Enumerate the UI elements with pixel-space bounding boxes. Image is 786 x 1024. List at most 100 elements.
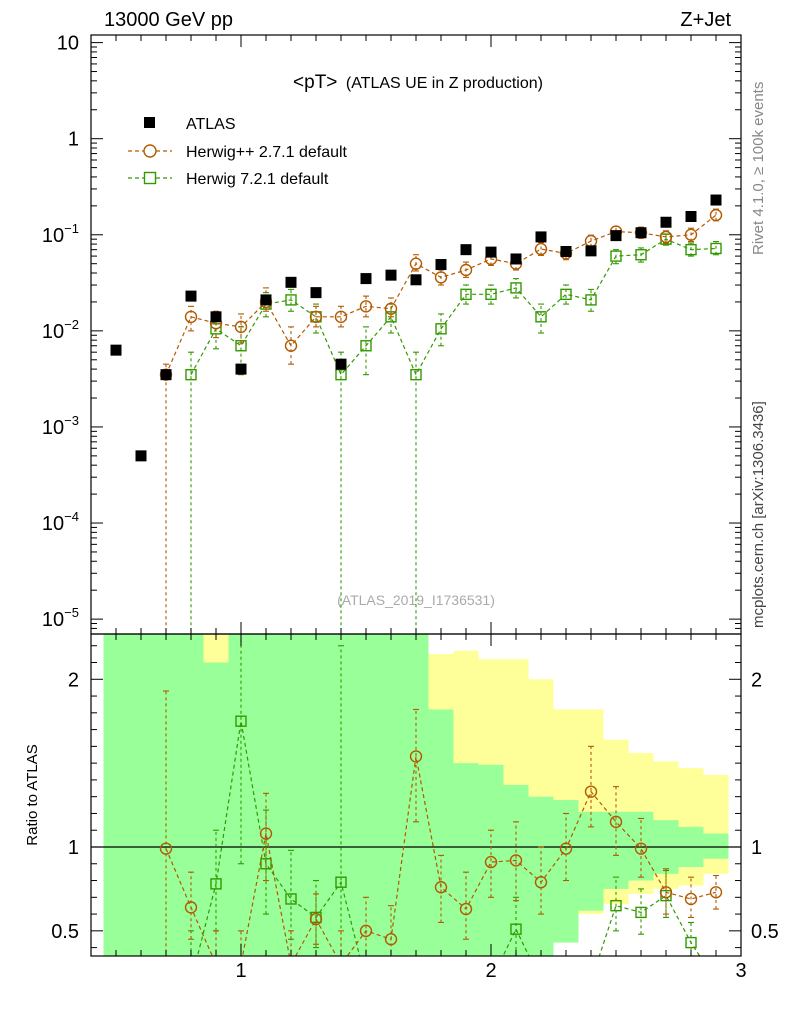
main-point-herwig7 — [185, 368, 197, 381]
ratio-ylabel: Ratio to ATLAS — [24, 744, 41, 845]
ratio-line-herwigpp — [165, 756, 717, 956]
main-point-atlas — [560, 245, 572, 257]
band-green — [128, 634, 154, 956]
y-tick-label-ratio-right: 0.5 — [751, 921, 779, 943]
main-point-atlas — [535, 231, 547, 243]
main-point-atlas — [185, 290, 197, 302]
ratio-point-herwig7 — [711, 976, 721, 986]
y-tick-label-ratio: 1 — [68, 837, 79, 859]
y-tick-label-main: 10−3 — [42, 413, 79, 439]
main-point-herwig7 — [510, 282, 522, 294]
ratio-point-herwig7 — [260, 858, 272, 870]
y-tick-label-ratio: 2 — [68, 669, 79, 691]
ratio-point-herwigpp — [609, 815, 623, 829]
ratio-point-herwig7 — [361, 976, 371, 986]
main-point-herwig7 — [710, 242, 722, 255]
main-point-herwig7 — [535, 311, 547, 323]
main-point-herwigpp — [184, 310, 198, 324]
main-point-herwig7 — [410, 368, 422, 381]
y-tick-label-main: 10−4 — [42, 509, 79, 535]
ratio-point-herwigpp — [384, 933, 398, 946]
main-point-atlas — [385, 269, 397, 281]
legend-marker-herwig7 — [143, 171, 157, 185]
ratio-bands — [103, 634, 729, 956]
main-point-atlas — [160, 369, 172, 381]
ratio-point-herwigpp — [459, 902, 473, 916]
main-point-herwig7 — [435, 323, 447, 335]
y-tick-label-ratio-right: 2 — [751, 669, 762, 691]
main-point-herwigpp — [334, 310, 348, 324]
band-green — [278, 634, 304, 956]
main-point-atlas — [510, 253, 522, 265]
main-point-atlas — [685, 210, 697, 222]
legend-label-herwigpp: Herwig++ 2.7.1 default — [186, 144, 348, 161]
axes: 10−5 10−4 10−3 10−2 10−1 1 10 0.5 0.5 1 1 2 2 1 2 3 — [42, 33, 779, 982]
main-point-atlas — [135, 450, 147, 462]
ratio-point-herwigpp — [484, 855, 498, 869]
ratio-point-herwigpp — [409, 750, 423, 763]
mcplots-label: mcplots.cern.ch [arXiv:1306.3436] — [750, 401, 767, 628]
band-green — [178, 634, 204, 956]
ratio-point-herwigpp — [509, 854, 523, 867]
main-point-herwig7 — [560, 288, 572, 301]
ratio-point-herwigpp — [286, 959, 297, 970]
ratio-point-herwig7 — [285, 893, 297, 905]
y-tick-label-main: 10−1 — [42, 221, 79, 247]
main-point-herwig7 — [610, 250, 622, 262]
main-point-herwigpp — [384, 302, 398, 315]
ratio-point-herwig7 — [685, 936, 697, 949]
y-tick-label-main: 10−5 — [42, 605, 79, 631]
main-point-herwig7 — [585, 294, 597, 306]
main-line-herwigpp — [165, 214, 717, 375]
y-tick-label-main: 10 — [57, 33, 79, 55]
main-point-herwig7 — [685, 243, 697, 256]
main-point-herwigpp — [409, 257, 423, 270]
ratio-point-herwigpp — [359, 924, 373, 938]
band-green — [703, 833, 729, 859]
main-point-herwigpp — [709, 208, 723, 222]
legend-label-atlas: ATLAS — [186, 116, 236, 133]
main-point-atlas — [110, 344, 122, 356]
main-point-atlas — [210, 311, 222, 323]
plot-title-main: <pT> — [293, 72, 337, 93]
ratio-point-herwig7 — [586, 976, 596, 986]
ratio-point-herwig7 — [536, 976, 546, 986]
main-point-atlas — [660, 216, 672, 228]
main-point-herwig7 — [635, 249, 647, 261]
main-point-atlas — [610, 230, 622, 242]
ratio-point-herwig7 — [510, 923, 522, 935]
main-point-herwigpp — [359, 300, 373, 313]
main-point-herwigpp — [534, 242, 548, 256]
band-green — [103, 634, 129, 956]
main-point-herwigpp — [684, 228, 698, 241]
main-point-herwigpp — [434, 271, 448, 284]
main-point-atlas — [585, 245, 597, 257]
main-point-atlas — [260, 294, 272, 306]
ratio-point-herwig7 — [235, 715, 247, 727]
main-point-herwigpp — [284, 339, 298, 352]
ratio-point-herwig7 — [335, 876, 347, 888]
ratio-point-herwigpp — [709, 886, 723, 899]
main-point-herwig7 — [385, 311, 397, 323]
legend-label-herwig7: Herwig 7.2.1 default — [186, 171, 329, 188]
main-point-atlas — [410, 274, 422, 286]
ratio-point-herwig7 — [461, 976, 471, 986]
main-point-herwigpp — [309, 310, 323, 324]
band-green — [553, 800, 579, 943]
main-point-atlas — [285, 276, 297, 288]
ratio-point-herwigpp — [159, 842, 173, 855]
main-point-herwig7 — [360, 340, 372, 352]
band-green — [353, 634, 379, 956]
legend: ATLAS Herwig++ 2.7.1 default Herwig 7.2.… — [128, 116, 348, 188]
main-point-atlas — [310, 287, 322, 299]
ratio-point-herwig7 — [610, 899, 622, 912]
band-green — [428, 709, 454, 956]
legend-marker-herwigpp — [143, 144, 157, 158]
ratio-point-herwigpp — [559, 842, 573, 855]
ratio-point-herwigpp — [309, 912, 323, 926]
ratio-point-herwigpp — [634, 842, 648, 855]
y-tick-label-ratio: 0.5 — [51, 921, 79, 943]
y-tick-label-main: 10−2 — [42, 317, 79, 343]
x-tick-label: 2 — [485, 960, 496, 982]
header-right: Z+Jet — [680, 9, 731, 31]
